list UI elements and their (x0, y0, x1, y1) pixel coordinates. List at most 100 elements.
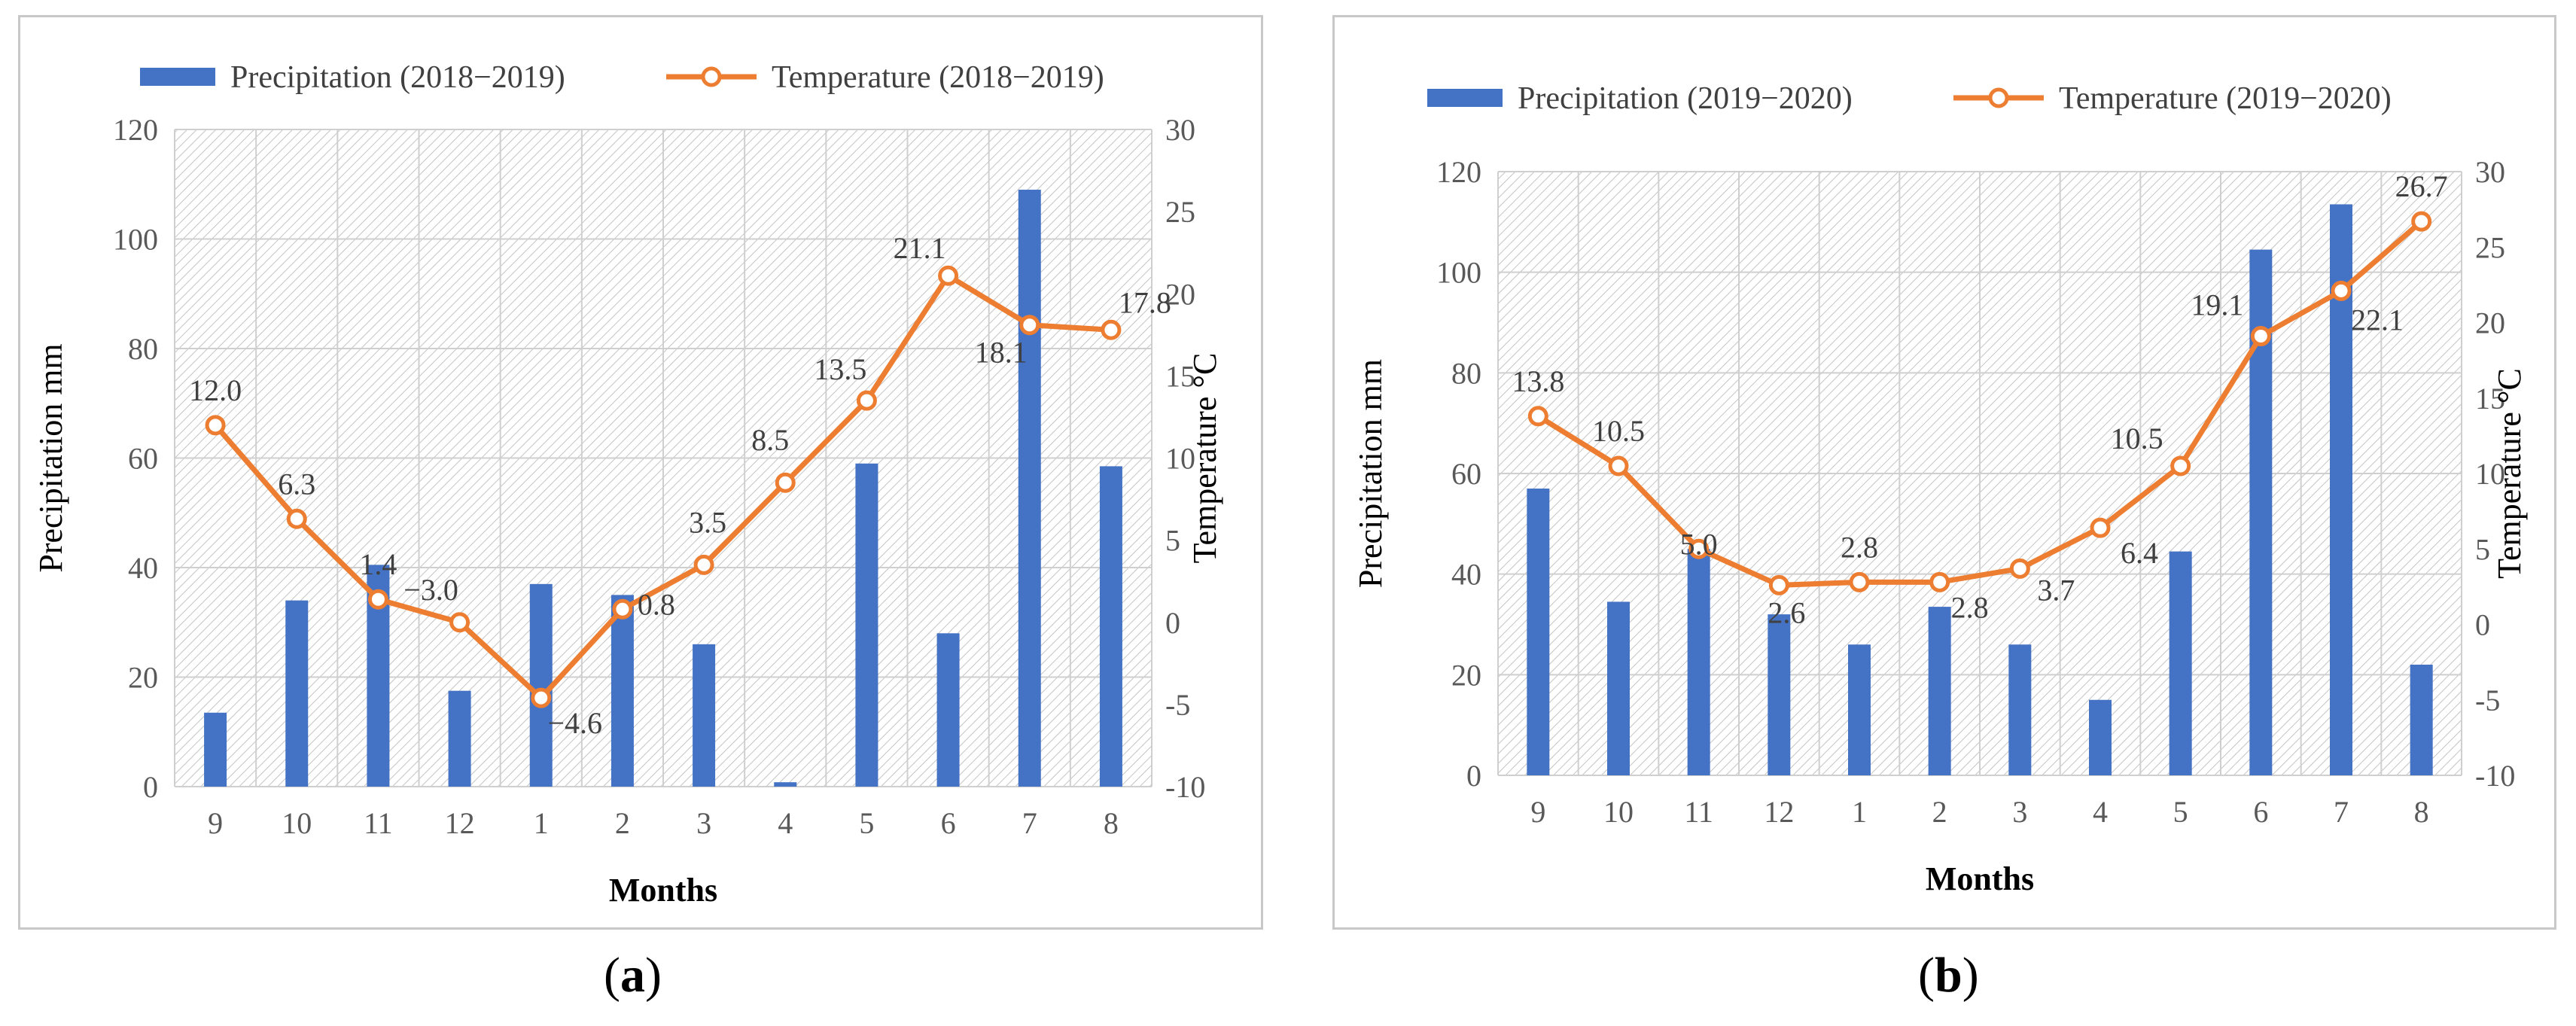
precip-bar (774, 782, 797, 787)
temperature-point (205, 415, 226, 436)
x-tick-label: 4 (2093, 795, 2108, 829)
precip-bar (1848, 644, 1871, 775)
y-tick-label: 100 (1436, 256, 1481, 290)
x-tick-label: 1 (1852, 795, 1867, 829)
y-tick-label: 40 (128, 551, 158, 585)
x-tick-label: 11 (364, 806, 393, 840)
y-tick-label: 60 (1451, 457, 1481, 491)
y2-tick-label: 0 (2475, 608, 2490, 642)
y-axis-title: Precipitation mm (1352, 359, 1389, 588)
temperature-point (2411, 211, 2432, 232)
y2-tick-label: -10 (2475, 759, 2515, 793)
precip-bar (1018, 190, 1041, 787)
temperature-data-label: 21.1 (894, 231, 946, 265)
temperature-point (612, 598, 633, 620)
y2-tick-label: 10 (2475, 457, 2505, 491)
x-tick-label: 8 (1104, 806, 1119, 840)
temperature-data-label: 3.7 (2037, 573, 2075, 607)
temperature-data-label: 10.5 (1592, 414, 1645, 448)
temperature-data-label: 10.5 (2111, 422, 2163, 455)
x-tick-label: 5 (2173, 795, 2188, 829)
y2-tick-label: -10 (1165, 770, 1205, 804)
temperature-data-label: 6.3 (278, 467, 315, 501)
precip-bar (2410, 664, 2433, 775)
y2-tick-label: 20 (1165, 277, 1195, 311)
y-tick-label: 80 (1451, 356, 1481, 390)
y2-tick-label: 5 (2475, 532, 2490, 566)
temperature-point (1608, 455, 1629, 476)
legend-bar-swatch (140, 68, 215, 86)
y-tick-label: 0 (1466, 759, 1481, 793)
temperature-data-label: −4.6 (547, 706, 602, 740)
x-tick-label: 12 (1764, 795, 1794, 829)
temperature-data-label: 13.5 (814, 352, 866, 386)
precip-bar (1928, 607, 1951, 775)
temperature-data-label: 0.8 (638, 587, 675, 621)
temperature-point (775, 472, 796, 493)
temperature-data-label: 26.7 (2395, 169, 2448, 203)
x-tick-label: 9 (1530, 795, 1545, 829)
y-axis-title: Precipitation mm (32, 343, 69, 572)
y2-tick-label: 5 (1165, 524, 1180, 558)
temperature-data-label: 2.8 (1841, 530, 1878, 564)
y-tick-label: 40 (1451, 558, 1481, 592)
temperature-data-label: 5.0 (1680, 527, 1718, 561)
y2-tick-label: 30 (2475, 155, 2505, 189)
precip-bar (936, 633, 960, 787)
precip-bar (855, 463, 878, 787)
precip-bar (693, 644, 716, 787)
precip-bar (1607, 601, 1630, 775)
y2-tick-label: 15 (2475, 382, 2505, 416)
x-tick-label: 8 (2414, 795, 2429, 829)
temperature-point (2170, 455, 2191, 476)
legend-label-temperature: Temperature (2018−2019) (772, 60, 1104, 95)
temperature-data-label: 17.8 (1119, 285, 1171, 319)
temperature-data-label: 19.1 (2191, 288, 2243, 322)
temperature-point (1929, 571, 1950, 592)
precip-bar (285, 600, 309, 787)
precip-bar (448, 690, 471, 787)
temperature-point (1768, 574, 1789, 595)
temperature-point (2009, 558, 2030, 579)
y-tick-label: 20 (128, 661, 158, 695)
y2-axis-title: Temperature °C (2491, 368, 2528, 579)
temperature-point (693, 554, 714, 575)
temperature-point (1101, 319, 1122, 340)
y2-tick-label: 10 (1165, 442, 1195, 476)
x-tick-label: 10 (1603, 795, 1634, 829)
temperature-data-label: 6.4 (2121, 536, 2158, 570)
legend-label-temperature: Temperature (2019−2020) (2059, 81, 2392, 116)
x-tick-label: 3 (2012, 795, 2027, 829)
temperature-point (1688, 538, 1710, 559)
x-tick-label: 6 (2253, 795, 2268, 829)
x-axis-title: Months (1926, 860, 2034, 897)
caption-close-a: ) (644, 948, 662, 1003)
caption-letter-b: b (1934, 948, 1962, 1003)
temperature-data-label: 18.1 (975, 336, 1028, 370)
precip-bar (1687, 549, 1710, 775)
x-tick-label: 11 (1684, 795, 1713, 829)
x-tick-label: 3 (696, 806, 711, 840)
precip-bar (2089, 699, 2112, 775)
y-tick-label: 60 (128, 442, 158, 476)
caption-open-a: ( (604, 948, 620, 1003)
temperature-line (1536, 219, 2423, 588)
precip-bar (204, 712, 227, 787)
legend-bar-swatch (1427, 89, 1503, 107)
precip-bar (1527, 489, 1550, 775)
y-tick-label: 80 (128, 332, 158, 366)
temperature-data-label: 3.5 (689, 505, 726, 539)
precip-bar (529, 583, 553, 787)
temperature-point (1849, 571, 1870, 592)
x-tick-label: 12 (445, 806, 475, 840)
caption-open-b: ( (1918, 948, 1935, 1003)
temperature-data-label: 12.0 (189, 373, 242, 407)
y-tick-label: 20 (1451, 658, 1481, 692)
x-tick-label: 7 (2334, 795, 2349, 829)
temperature-data-label: 1.4 (359, 547, 397, 581)
y2-tick-label: -5 (2475, 683, 2500, 717)
precip-bar (2169, 551, 2192, 775)
temperature-point (286, 508, 307, 529)
x-tick-label: 5 (859, 806, 874, 840)
